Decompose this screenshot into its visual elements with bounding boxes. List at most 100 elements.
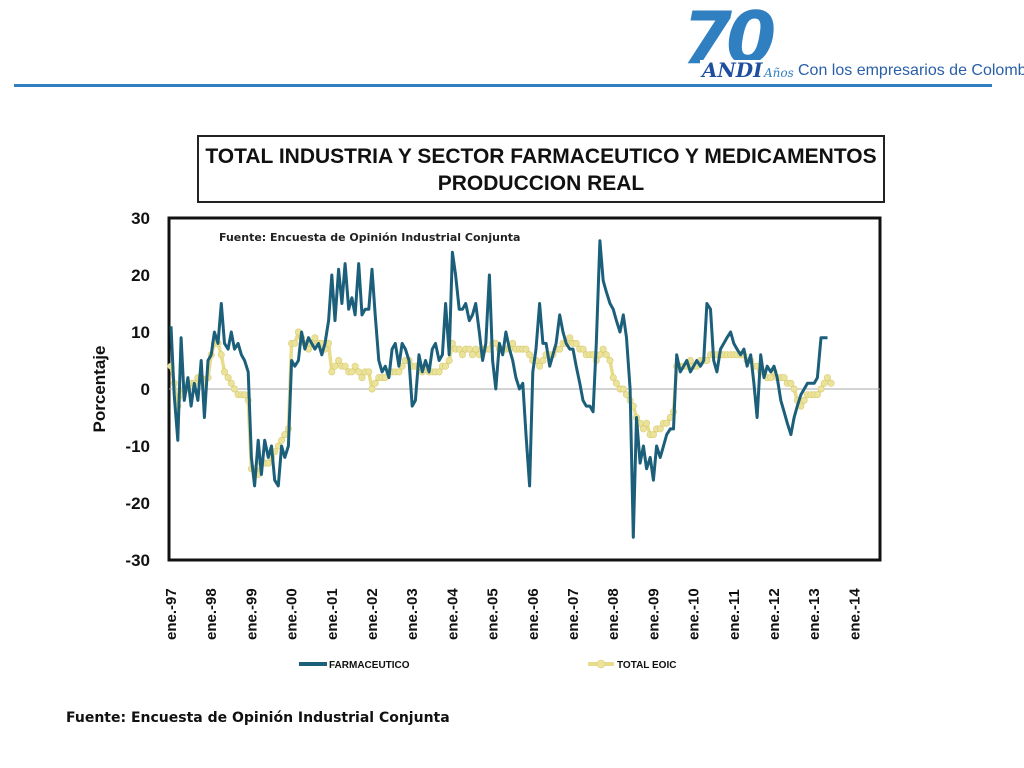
series-point — [817, 385, 825, 393]
y-tick-label: 10 — [131, 323, 150, 342]
x-tick-label: ene.-03 — [404, 588, 421, 640]
x-tick-label: ene.-07 — [565, 588, 582, 640]
x-tick-label: ene.-10 — [686, 588, 703, 640]
series-point — [281, 431, 289, 439]
series-point — [612, 379, 620, 387]
y-tick-label: 0 — [141, 380, 150, 399]
series-point — [348, 368, 356, 376]
chart-title-line-1: TOTAL INDUSTRIA Y SECTOR FARMACEUTICO Y … — [205, 145, 877, 168]
series-point — [813, 391, 821, 399]
series-point — [435, 368, 443, 376]
footer-source: Fuente: Encuesta de Opinión Industrial C… — [66, 710, 450, 726]
series-point — [224, 374, 232, 382]
series-point — [455, 345, 463, 353]
y-tick-label: 30 — [131, 209, 150, 228]
series-point — [442, 362, 450, 370]
y-axis-label: Porcentaje — [90, 346, 109, 433]
x-tick-label: ene.-13 — [806, 588, 823, 640]
chart-title-box: TOTAL INDUSTRIA Y SECTOR FARMACEUTICO Y … — [197, 135, 885, 203]
series-point — [820, 379, 828, 387]
series-point — [790, 385, 798, 393]
chart-annotation: Fuente: Encuesta de Opinión Industrial C… — [219, 231, 520, 244]
series-point — [335, 356, 343, 364]
x-tick-label: ene.-14 — [846, 588, 863, 640]
x-tick-label: ene.-01 — [324, 588, 341, 640]
series-point — [526, 351, 534, 359]
series-point — [468, 351, 476, 359]
series-point — [579, 345, 587, 353]
series-point — [767, 374, 775, 382]
series-point — [780, 374, 788, 382]
x-tick-label: ene.-05 — [485, 588, 502, 640]
x-tick-label: ene.-99 — [243, 588, 260, 640]
series-point — [649, 431, 657, 439]
x-tick-label: ene.-09 — [645, 588, 662, 640]
x-tick-label: ene.-11 — [726, 589, 743, 640]
chart-title-line-2: PRODUCCION REAL — [437, 172, 645, 195]
series-point — [787, 379, 795, 387]
series-point — [539, 356, 547, 364]
series-point — [606, 356, 614, 364]
series-point — [619, 385, 627, 393]
series-point — [328, 368, 336, 376]
series-line — [169, 239, 828, 539]
line-chart: 30 20 10 0 -10 -20 -30 Porcentaje ene.-97 ene.-98… — [90, 209, 882, 671]
series-point — [639, 425, 647, 433]
series-point — [217, 351, 225, 359]
series-point — [656, 425, 664, 433]
series-point — [472, 345, 480, 353]
series-point — [536, 362, 544, 370]
logo-brand: ANDI — [700, 58, 765, 82]
series-point — [458, 351, 466, 359]
x-tick-label: ene.-04 — [444, 588, 461, 640]
series-point — [663, 419, 671, 427]
series-point — [365, 368, 373, 376]
y-tick-label: -20 — [125, 494, 150, 513]
y-tick-label: -30 — [125, 551, 150, 570]
series-point — [566, 334, 574, 342]
x-tick-label: ene.-08 — [605, 588, 622, 640]
series-point — [827, 379, 835, 387]
series-point — [241, 391, 249, 399]
x-tick-label: ene.-97 — [163, 588, 180, 640]
logo-tagline: Con los empresarios de Colombia — [798, 62, 1024, 79]
chart-legend: FARMACEUTICO TOTAL EOIC — [299, 659, 676, 671]
x-tick-label: ene.-12 — [766, 588, 783, 640]
series-point — [602, 351, 610, 359]
series-point — [556, 345, 564, 353]
series-point — [341, 362, 349, 370]
series-point — [278, 436, 286, 444]
series-point — [599, 345, 607, 353]
series-point — [823, 374, 831, 382]
legend-label: TOTAL EOIC — [617, 660, 676, 671]
series-point — [509, 339, 517, 347]
series-point — [522, 345, 530, 353]
series-point — [465, 345, 473, 353]
series-point — [643, 419, 651, 427]
x-tick-label: ene.-02 — [364, 588, 381, 640]
series-point — [445, 356, 453, 364]
x-tick-label: ene.-98 — [203, 588, 220, 640]
series-point — [351, 362, 359, 370]
logo-years: Años — [764, 66, 794, 80]
y-tick-label: 20 — [131, 266, 150, 285]
series-point — [358, 374, 366, 382]
x-tick-label: ene.-06 — [525, 588, 542, 640]
series-point — [395, 368, 403, 376]
series-point — [368, 385, 376, 393]
series-point — [291, 339, 299, 347]
series-point — [596, 351, 604, 359]
series-point — [264, 459, 272, 467]
series-point — [800, 396, 808, 404]
series-farmaceutico — [169, 239, 828, 539]
andi-logo: 70 ANDI Años Con los empresarios de Colo… — [678, 2, 1024, 84]
series-point — [227, 379, 235, 387]
series-point — [371, 379, 379, 387]
series-point — [331, 362, 339, 370]
y-tick-label: -10 — [125, 437, 150, 456]
header-divider — [14, 84, 992, 87]
series-point — [311, 334, 319, 342]
legend-marker — [596, 659, 606, 669]
series-point — [231, 385, 239, 393]
series-point — [572, 339, 580, 347]
